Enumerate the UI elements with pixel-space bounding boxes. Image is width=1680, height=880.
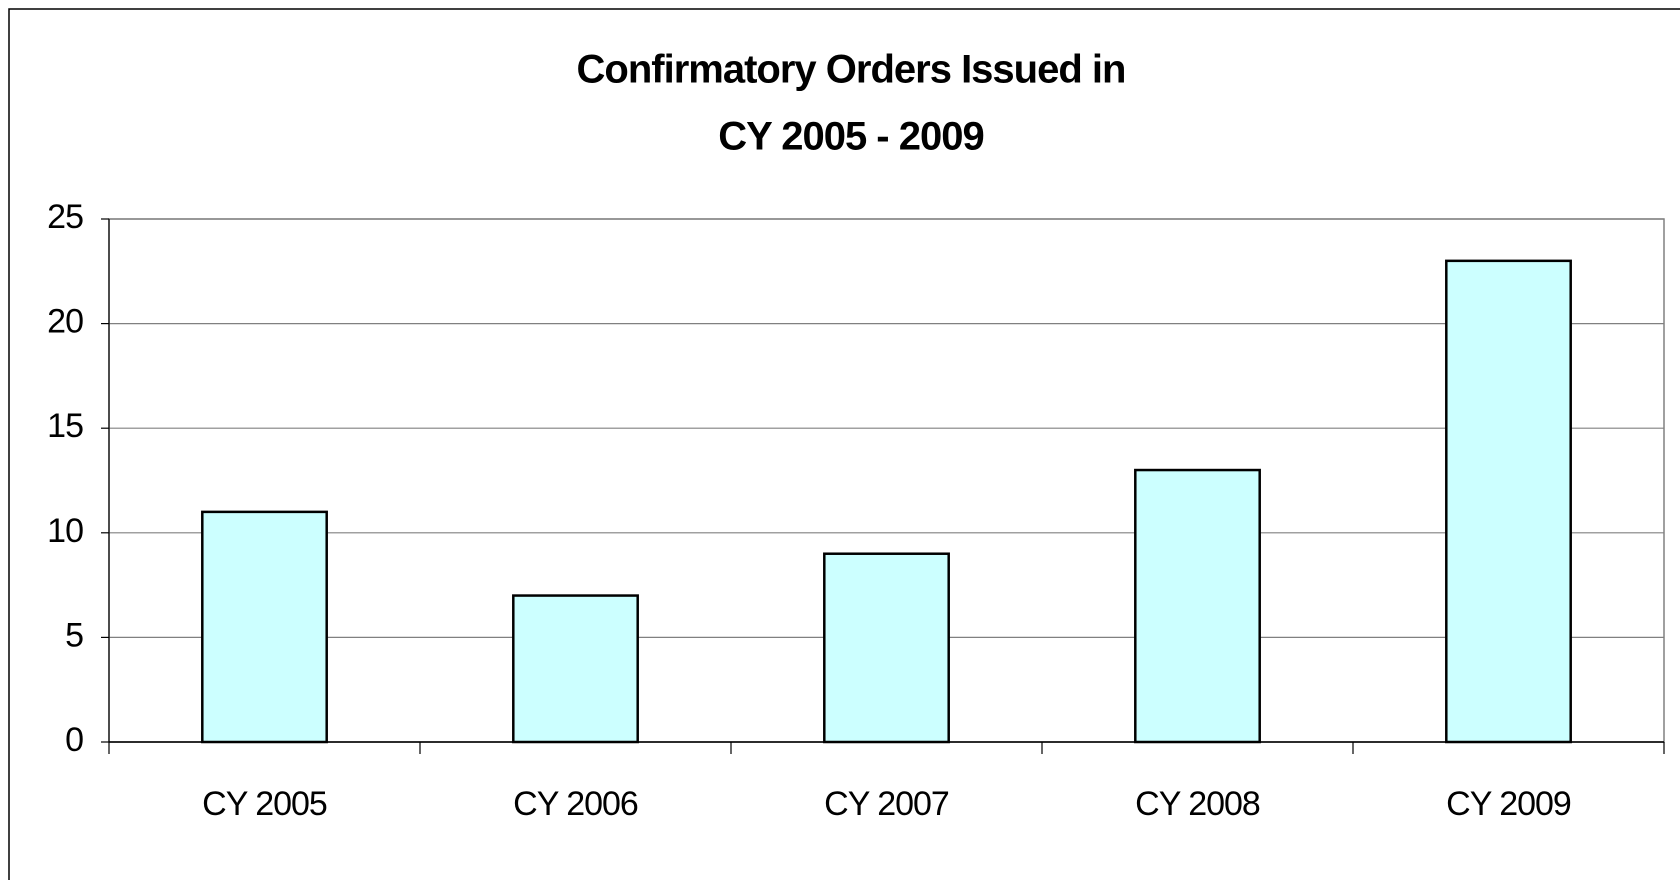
y-tick-label: 25 xyxy=(47,198,83,236)
y-tick-label: 10 xyxy=(47,512,83,550)
y-tick-label: 20 xyxy=(47,303,83,341)
bar xyxy=(512,594,639,744)
bar xyxy=(1134,468,1261,744)
bar xyxy=(201,510,328,744)
bar xyxy=(823,552,950,744)
x-tick-label: CY 2005 xyxy=(202,785,327,823)
x-tick-label: CY 2007 xyxy=(824,785,949,823)
x-tick-label: CY 2008 xyxy=(1135,785,1260,823)
chart-title: Confirmatory Orders Issued in xyxy=(577,48,1126,92)
x-tick-label: CY 2009 xyxy=(1446,785,1571,823)
chart-title: CY 2005 - 2009 xyxy=(718,115,983,159)
y-tick-label: 5 xyxy=(65,616,83,654)
y-tick-label: 0 xyxy=(65,721,83,759)
x-tick-label: CY 2006 xyxy=(513,785,638,823)
bar xyxy=(1445,259,1572,744)
y-tick-label: 15 xyxy=(47,407,83,445)
